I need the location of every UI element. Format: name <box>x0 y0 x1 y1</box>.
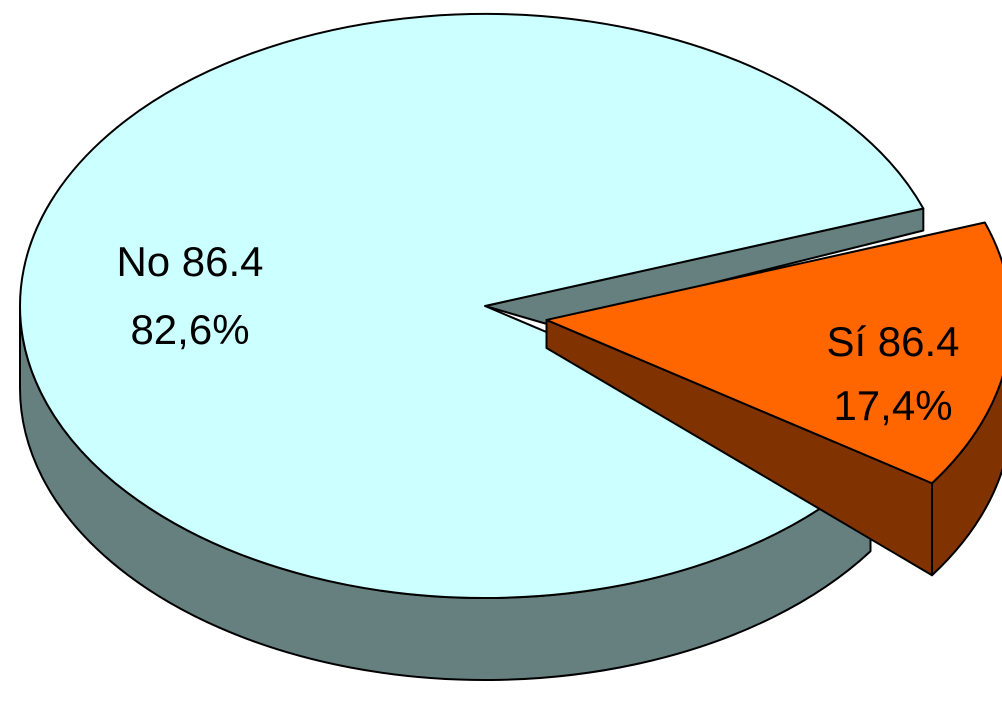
slice-no-top <box>19 12 925 599</box>
slice-label-si-line2: 17,4% <box>833 382 952 429</box>
slice-si-top <box>545 221 1002 485</box>
slice-label-no-line2: 82,6% <box>130 306 249 353</box>
pie-labels: No 86.4 82,6% Sí 86.4 17,4% <box>116 238 959 429</box>
slice-label-si-line1: Sí 86.4 <box>826 318 959 365</box>
slice-label-no-line1: No 86.4 <box>116 238 263 285</box>
pie-slices <box>19 12 1002 681</box>
